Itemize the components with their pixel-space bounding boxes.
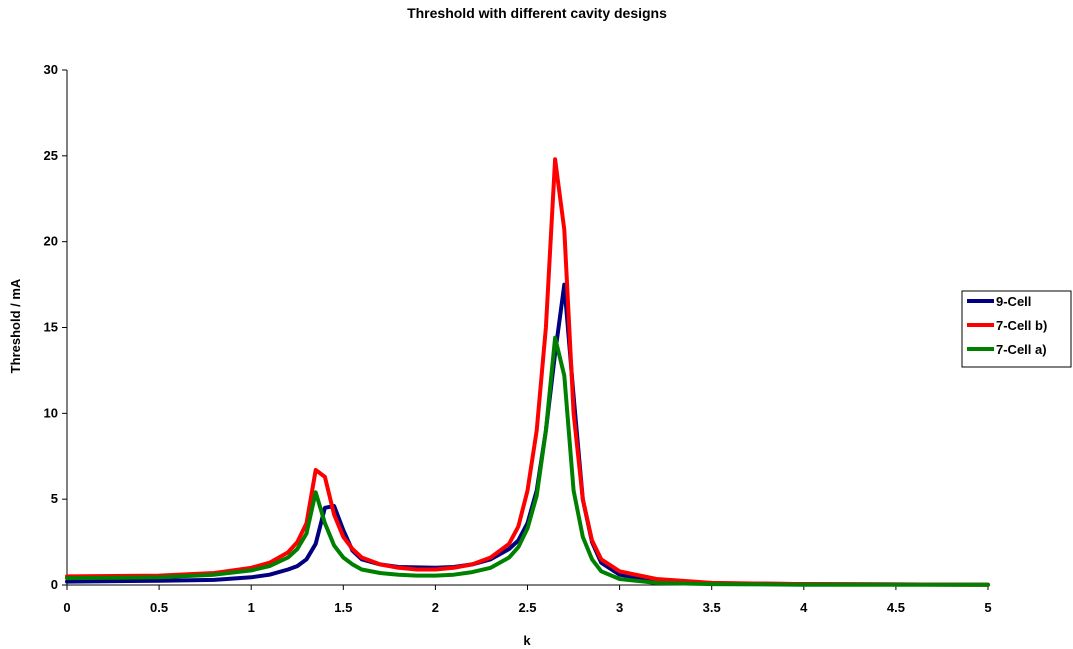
- x-tick-label: 4.5: [887, 600, 905, 615]
- series-group: [65, 157, 990, 587]
- x-tick-label: 3.5: [703, 600, 721, 615]
- x-tick-label: 3: [616, 600, 623, 615]
- x-tick-label: 0.5: [150, 600, 168, 615]
- y-tick-label: 20: [44, 234, 58, 249]
- x-tick-label: 2.5: [518, 600, 536, 615]
- x-tick-label: 4: [800, 600, 808, 615]
- x-tick-label: 1.5: [334, 600, 352, 615]
- x-tick-label: 5: [984, 600, 991, 615]
- x-tick-label: 2: [432, 600, 439, 615]
- y-axis-title: Threshold / mA: [8, 278, 23, 373]
- legend-items: 9-Cell 7-Cell b) 7-Cell a): [967, 294, 1047, 357]
- y-tick-label: 5: [51, 491, 58, 506]
- series-line-9-cell: [65, 282, 990, 587]
- y-tick-label: 10: [44, 405, 58, 420]
- chart-title: Threshold with different cavity designs: [407, 5, 667, 21]
- legend-box: [961, 290, 1072, 368]
- series-line-7-cell-b: [65, 157, 990, 587]
- y-tick-label: 25: [44, 148, 58, 163]
- legend-label: 7-Cell b): [996, 318, 1047, 333]
- x-tick-label: 1: [248, 600, 255, 615]
- legend-label: 9-Cell: [996, 294, 1031, 309]
- series-line-7-cell-a: [65, 335, 990, 587]
- legend: 9-Cell 7-Cell b) 7-Cell a): [961, 290, 1072, 368]
- axes: 0 5 10 15 20 25 30 0 0.5 1 1.5 2 2.5 3 3.5 4 4.5 5: [44, 62, 992, 615]
- y-tick-label: 15: [44, 320, 58, 335]
- y-tick-label: 0: [51, 577, 58, 592]
- legend-label: 7-Cell a): [996, 342, 1047, 357]
- x-tick-label: 0: [63, 600, 70, 615]
- y-tick-label: 30: [44, 62, 58, 77]
- x-axis-title: k: [523, 633, 531, 648]
